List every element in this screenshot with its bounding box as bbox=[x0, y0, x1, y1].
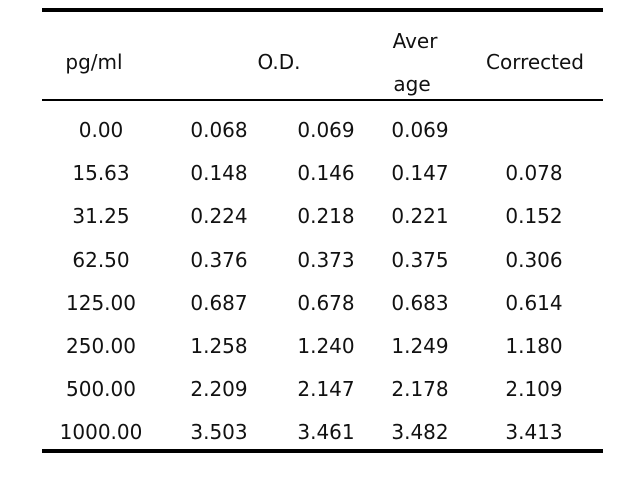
cell-concentration: 31.25 bbox=[72, 204, 130, 229]
cell-average: 0.221 bbox=[391, 204, 449, 229]
cell-average: 0.683 bbox=[391, 290, 449, 315]
cell-concentration: 125.00 bbox=[66, 290, 136, 315]
cell-average: 0.069 bbox=[391, 118, 449, 142]
cell-average: 1.249 bbox=[391, 334, 449, 358]
cell-average: 3.482 bbox=[391, 420, 449, 445]
header-rule bbox=[42, 99, 603, 101]
cell-concentration: 1000.00 bbox=[59, 420, 143, 445]
cell-corrected: 3.413 bbox=[505, 420, 563, 445]
cell-average: 0.147 bbox=[391, 161, 449, 186]
cell-od-1: 0.068 bbox=[190, 118, 248, 142]
cell-corrected: 1.180 bbox=[505, 334, 563, 358]
cell-corrected: 2.109 bbox=[505, 377, 563, 402]
cell-average: 0.375 bbox=[391, 247, 449, 272]
cell-corrected: 0.152 bbox=[505, 204, 563, 229]
cell-concentration: 15.63 bbox=[72, 161, 130, 186]
cell-od-1: 0.376 bbox=[190, 247, 248, 272]
cell-od-2: 1.240 bbox=[297, 334, 355, 358]
header-average-line2: age bbox=[393, 72, 431, 96]
cell-od-1: 3.503 bbox=[190, 420, 248, 445]
cell-od-1: 0.224 bbox=[190, 204, 248, 229]
header-od: O.D. bbox=[257, 50, 301, 74]
header-average-line1: Aver bbox=[392, 29, 438, 53]
cell-od-1: 1.258 bbox=[190, 334, 248, 358]
cell-od-2: 0.678 bbox=[297, 290, 355, 315]
cell-od-2: 2.147 bbox=[297, 377, 355, 402]
cell-od-1: 0.687 bbox=[190, 290, 248, 315]
cell-concentration: 62.50 bbox=[72, 247, 130, 272]
cell-od-2: 3.461 bbox=[297, 420, 355, 445]
cell-od-1: 2.209 bbox=[190, 377, 248, 402]
cell-corrected: 0.306 bbox=[505, 247, 563, 272]
table-bottom-rule bbox=[42, 449, 603, 453]
cell-od-2: 0.373 bbox=[297, 247, 355, 272]
cell-average: 2.178 bbox=[391, 377, 449, 402]
header-corrected: Corrected bbox=[486, 50, 584, 74]
cell-concentration: 250.00 bbox=[66, 334, 136, 358]
cell-concentration: 500.00 bbox=[66, 377, 136, 402]
cell-corrected: 0.614 bbox=[505, 290, 563, 315]
cell-od-2: 0.069 bbox=[297, 118, 355, 142]
cell-od-2: 0.218 bbox=[297, 204, 355, 229]
cell-corrected: 0.078 bbox=[505, 161, 563, 186]
cell-od-2: 0.146 bbox=[297, 161, 355, 186]
table-top-rule bbox=[42, 8, 603, 12]
cell-concentration: 0.00 bbox=[78, 118, 124, 142]
header-concentration: pg/ml bbox=[65, 50, 123, 74]
cell-od-1: 0.148 bbox=[190, 161, 248, 186]
